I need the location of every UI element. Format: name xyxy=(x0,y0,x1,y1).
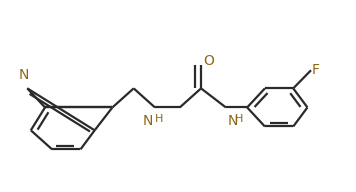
Text: F: F xyxy=(312,63,320,77)
Text: H: H xyxy=(235,114,243,124)
Text: N: N xyxy=(19,68,29,82)
Text: H: H xyxy=(155,114,163,124)
Text: O: O xyxy=(204,54,214,68)
Text: N: N xyxy=(143,114,153,128)
Text: N: N xyxy=(227,114,238,128)
